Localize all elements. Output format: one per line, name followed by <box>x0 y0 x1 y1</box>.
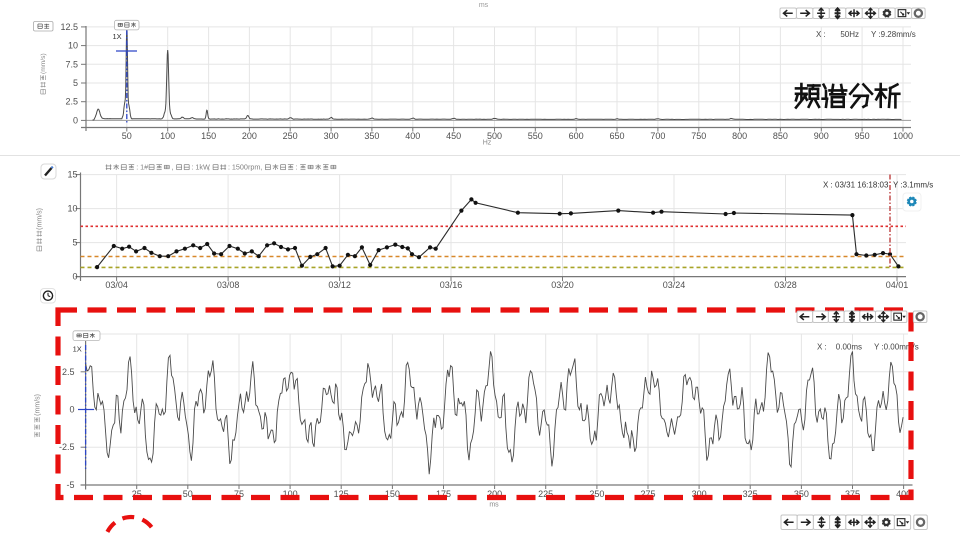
svg-text:2.5: 2.5 <box>62 367 75 377</box>
svg-text:Y :3.1mm/s: Y :3.1mm/s <box>893 181 933 190</box>
svg-text:ms: ms <box>479 2 489 9</box>
svg-text:400: 400 <box>896 489 911 499</box>
svg-text:325: 325 <box>743 489 758 499</box>
svg-text:350: 350 <box>794 489 809 499</box>
svg-text:,: , <box>171 162 173 171</box>
svg-text:Y :0.00mm/s: Y :0.00mm/s <box>874 343 919 352</box>
svg-text:350: 350 <box>364 131 379 141</box>
svg-text:275: 275 <box>640 489 655 499</box>
svg-text:75: 75 <box>234 489 244 499</box>
svg-text:5: 5 <box>72 238 77 248</box>
svg-text:10: 10 <box>67 204 77 214</box>
svg-text:7.5: 7.5 <box>65 59 78 69</box>
svg-text:50Hz: 50Hz <box>840 30 859 39</box>
svg-text:15: 15 <box>67 170 77 180</box>
svg-text:200: 200 <box>487 489 502 499</box>
svg-text:1500rpm: 1500rpm <box>232 163 261 172</box>
svg-text:550: 550 <box>528 131 543 141</box>
svg-text:X :: X : <box>817 343 827 352</box>
svg-text:,: , <box>208 162 210 171</box>
svg-text:100: 100 <box>160 131 175 141</box>
svg-text:900: 900 <box>814 131 829 141</box>
svg-text:250: 250 <box>589 489 604 499</box>
svg-text:25: 25 <box>132 489 142 499</box>
svg-text:500: 500 <box>487 131 502 141</box>
svg-text:225: 225 <box>538 489 553 499</box>
svg-text:125: 125 <box>334 489 349 499</box>
svg-text::: : <box>136 162 138 171</box>
svg-text:04/01: 04/01 <box>886 280 909 290</box>
svg-text:600: 600 <box>569 131 584 141</box>
svg-text:2.5: 2.5 <box>65 97 78 107</box>
svg-text:750: 750 <box>691 131 706 141</box>
svg-text:5: 5 <box>73 78 78 88</box>
svg-text:X :: X : <box>816 30 826 39</box>
svg-text:03/04: 03/04 <box>105 280 128 290</box>
svg-text:03/28: 03/28 <box>774 280 797 290</box>
svg-text:450: 450 <box>446 131 461 141</box>
svg-text:850: 850 <box>773 131 788 141</box>
svg-text:400: 400 <box>405 131 420 141</box>
svg-text:950: 950 <box>855 131 870 141</box>
svg-text:(mm/s): (mm/s) <box>40 53 47 74</box>
svg-text:650: 650 <box>609 131 624 141</box>
svg-text:Hz: Hz <box>483 140 492 147</box>
svg-text:03/12: 03/12 <box>328 280 351 290</box>
svg-text:03/08: 03/08 <box>217 280 240 290</box>
svg-text:Y :9.28mm/s: Y :9.28mm/s <box>871 30 916 39</box>
svg-text:-5: -5 <box>66 480 74 490</box>
svg-text:300: 300 <box>324 131 339 141</box>
svg-text:1#: 1# <box>140 163 148 172</box>
svg-text:300: 300 <box>692 489 707 499</box>
svg-text:1X: 1X <box>73 345 82 354</box>
svg-text:50: 50 <box>122 131 132 141</box>
svg-text:-2.5: -2.5 <box>59 442 75 452</box>
svg-text:1X: 1X <box>113 32 122 41</box>
svg-text:800: 800 <box>732 131 747 141</box>
svg-text:1000: 1000 <box>893 131 913 141</box>
svg-text::: : <box>296 162 298 171</box>
svg-text:12.5: 12.5 <box>60 22 78 32</box>
svg-text:150: 150 <box>201 131 216 141</box>
svg-text:50: 50 <box>183 489 193 499</box>
svg-text:175: 175 <box>436 489 451 499</box>
svg-text::: : <box>228 162 230 171</box>
svg-text:250: 250 <box>283 131 298 141</box>
svg-text:03/20: 03/20 <box>551 280 574 290</box>
svg-text:ms: ms <box>489 502 499 509</box>
svg-text:375: 375 <box>845 489 860 499</box>
svg-text::: : <box>192 162 194 171</box>
svg-text:10: 10 <box>68 41 78 51</box>
svg-text:03/24: 03/24 <box>663 280 686 290</box>
svg-text:,: , <box>260 162 262 171</box>
svg-text:1kW: 1kW <box>195 163 210 172</box>
svg-text:150: 150 <box>385 489 400 499</box>
svg-text:X : 03/31 16:18:03: X : 03/31 16:18:03 <box>823 181 889 190</box>
svg-text:200: 200 <box>242 131 257 141</box>
svg-text:0: 0 <box>69 405 74 415</box>
svg-text:700: 700 <box>650 131 665 141</box>
svg-text:0: 0 <box>73 115 78 125</box>
svg-text:0.00ms: 0.00ms <box>836 343 862 352</box>
svg-text:(mm/s): (mm/s) <box>35 394 42 416</box>
svg-text:03/16: 03/16 <box>440 280 463 290</box>
svg-text:0: 0 <box>72 272 77 282</box>
svg-text:100: 100 <box>283 489 298 499</box>
svg-text:(mm/s): (mm/s) <box>37 208 44 230</box>
